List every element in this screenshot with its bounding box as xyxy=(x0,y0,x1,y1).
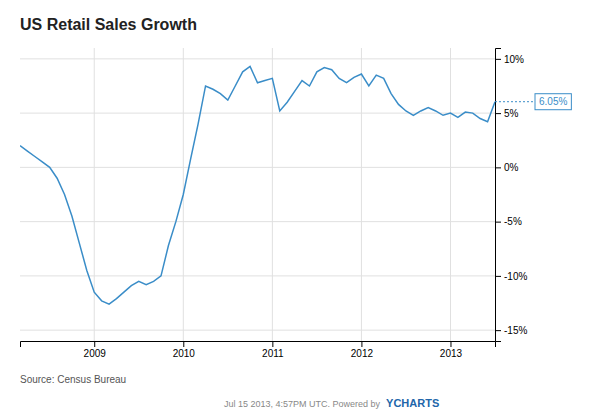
x-tick: 2013 xyxy=(440,341,463,359)
x-tick-label: 2009 xyxy=(84,348,107,359)
line xyxy=(20,66,495,304)
x-tick-label: 2012 xyxy=(351,348,374,359)
x-tick-mark xyxy=(450,341,451,347)
grid-line xyxy=(20,58,495,59)
annotations: 6.05% xyxy=(495,94,571,110)
grid-line xyxy=(361,48,362,341)
y-tick-label: -10% xyxy=(504,271,527,282)
y-tick-label: -5% xyxy=(504,216,522,227)
title: US Retail Sales Growth xyxy=(20,16,197,33)
y-tick-mark xyxy=(495,276,501,277)
chart: US Retail Sales Growth -15% -10% -5% 0% 5% 10%… xyxy=(0,0,590,419)
grid-line xyxy=(20,113,495,114)
x-axis: 2009 2010 2011 2012 2013 xyxy=(21,341,496,359)
grid-line xyxy=(20,330,495,331)
grid-line xyxy=(20,167,495,168)
grid-line xyxy=(20,221,495,222)
x-tick-label: 2010 xyxy=(173,348,196,359)
y-tick: 10% xyxy=(495,54,524,65)
y-tick-label: 10% xyxy=(504,54,524,65)
y-tick: 0% xyxy=(495,162,519,173)
grid-line xyxy=(450,48,451,341)
y-tick-mark xyxy=(495,330,501,331)
y-tick-mark xyxy=(495,113,501,114)
y-tick-mark xyxy=(495,59,501,60)
footer: Jul 15 2013, 4:57PM UTC. Powered by xyxy=(224,399,381,409)
x-axis-line xyxy=(21,342,496,348)
x-tick-mark xyxy=(183,341,184,347)
footer: YCHARTS xyxy=(386,397,439,409)
x-tick-mark xyxy=(272,341,273,347)
x-tick: 2012 xyxy=(351,341,374,359)
grid-line xyxy=(94,48,95,341)
y-axis-line xyxy=(496,49,502,342)
x-tick: 2010 xyxy=(173,341,196,359)
x-tick-mark xyxy=(94,341,95,347)
x-tick-mark xyxy=(361,341,362,347)
plot: -15% -10% -5% 0% 5% 10% 2009 2010 2011 2012 2013 6.… xyxy=(20,48,571,359)
y-tick: -15% xyxy=(495,325,527,336)
y-axis: -15% -10% -5% 0% 5% 10% xyxy=(495,49,527,342)
grid-line xyxy=(20,275,495,276)
annotation: 6.05% xyxy=(539,96,567,107)
x-tick: 2009 xyxy=(84,341,107,359)
y-tick: 5% xyxy=(495,108,519,119)
x-tick: 2011 xyxy=(262,341,284,359)
y-tick: -10% xyxy=(495,271,527,282)
grid-line xyxy=(272,48,273,341)
y-tick-mark xyxy=(495,222,501,223)
annotation-leader xyxy=(495,101,535,102)
grid xyxy=(20,48,495,341)
x-tick-label: 2013 xyxy=(440,348,463,359)
marks xyxy=(20,66,495,304)
y-tick-label: -15% xyxy=(504,325,527,336)
x-tick-label: 2011 xyxy=(262,348,284,359)
y-tick-label: 0% xyxy=(504,162,519,173)
source: Source: Census Bureau xyxy=(20,374,126,385)
y-tick-mark xyxy=(495,167,501,168)
annotation-box xyxy=(535,94,571,110)
y-tick: -5% xyxy=(495,216,522,227)
y-tick-label: 5% xyxy=(504,108,519,119)
